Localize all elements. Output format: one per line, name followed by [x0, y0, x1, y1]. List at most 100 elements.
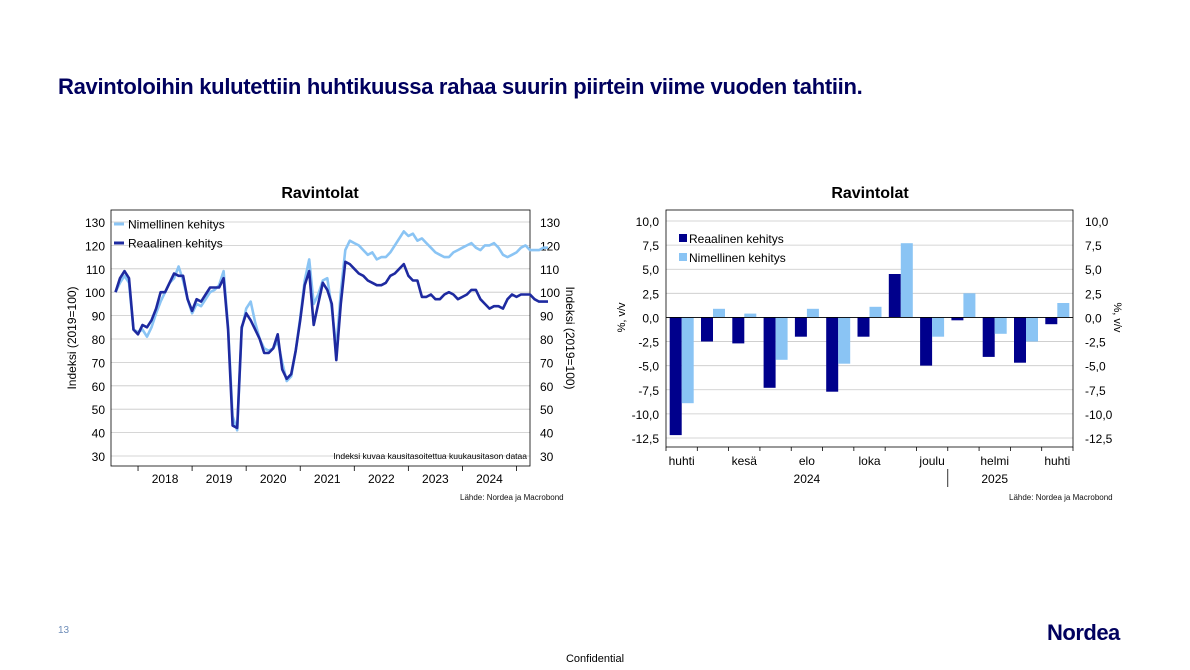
x-month-label: huhti [1044, 454, 1070, 468]
legend-label: Reaalinen kehitys [689, 232, 784, 246]
y-tick-label-left: 90 [92, 310, 106, 324]
nominal-bar [681, 317, 694, 404]
y-axis-title-left: Indeksi (2019=100) [65, 286, 79, 389]
y-tick-label-left: 130 [85, 216, 105, 230]
nominal-bar [869, 306, 882, 318]
page-headline: Ravintoloihin kulutettiin huhtikuussa ra… [58, 74, 863, 99]
y-tick-label-right: 2,5 [1085, 287, 1102, 301]
nordea-logo: Nordea [1047, 620, 1120, 645]
nominal-bar [806, 308, 819, 318]
real-bar [669, 317, 682, 436]
x-year-label: 2024 [476, 472, 503, 486]
y-tick-label-left: 2,5 [642, 287, 659, 301]
nominal-bar [838, 317, 851, 364]
real-bar [1014, 317, 1026, 363]
x-year-label: 2021 [314, 472, 341, 486]
real-bar [857, 317, 870, 337]
real-series-line [114, 260, 548, 430]
y-axis-title-right: Indeksi (2019=100) [563, 286, 577, 389]
y-axis-title-right: %, v/v [1111, 302, 1123, 332]
x-month-label: kesä [732, 454, 758, 468]
real-bar [1045, 317, 1058, 325]
real-bar [982, 317, 995, 357]
legend-label: Nimellinen kehitys [689, 251, 786, 265]
page-number: 13 [58, 625, 70, 636]
nominal-bar [744, 313, 757, 318]
y-tick-label-left: -5,0 [638, 360, 659, 374]
y-tick-label-right: 90 [540, 310, 554, 324]
real-bar [951, 317, 964, 321]
y-tick-label-left: 40 [92, 427, 106, 441]
y-tick-label-left: 70 [92, 356, 106, 370]
y-tick-label-left: 7,5 [642, 239, 659, 253]
y-tick-label-right: -5,0 [1085, 360, 1106, 374]
y-tick-label-left: 120 [85, 239, 105, 253]
y-tick-label-right: 5,0 [1085, 263, 1102, 277]
nominal-bar [775, 317, 788, 360]
real-bar [763, 317, 776, 388]
real-bar [732, 317, 745, 344]
x-year-label: 2024 [794, 472, 821, 486]
x-month-label: huhti [669, 454, 695, 468]
plot-frame [110, 209, 531, 467]
x-year-label: 2025 [981, 472, 1008, 486]
legend-label: Reaalinen kehitys [128, 237, 223, 251]
x-month-label: elo [799, 454, 815, 468]
x-month-label: helmi [980, 454, 1009, 468]
y-tick-label-right: 70 [540, 356, 554, 370]
y-tick-label-right: 60 [540, 380, 554, 394]
nominal-bar [713, 308, 725, 318]
nominal-bar [994, 317, 1007, 334]
y-tick-label-right: -12,5 [1085, 432, 1113, 446]
y-tick-label-right: 50 [540, 403, 554, 417]
x-month-label: joulu [918, 454, 944, 468]
y-tick-label-right: -7,5 [1085, 384, 1106, 398]
real-bar [888, 274, 901, 318]
confidential-label: Confidential [565, 653, 625, 665]
y-tick-label-left: 30 [92, 450, 106, 464]
left-chart-source: Lähde: Nordea ja Macrobond [460, 493, 564, 502]
y-tick-label-right: 7,5 [1085, 239, 1102, 253]
x-year-label: 2018 [152, 472, 179, 486]
nominal-bar [963, 293, 976, 318]
y-tick-label-right: 130 [540, 216, 560, 230]
right-chart-title: Ravintolat [831, 185, 909, 202]
y-tick-label-right: 10,0 [1085, 215, 1109, 229]
y-tick-label-left: 10,0 [636, 215, 660, 229]
chart-annotation: Indeksi kuvaa kausitasoitettua kuukausit… [333, 451, 527, 461]
plot-frame [665, 209, 1074, 448]
y-tick-label-left: -7,5 [638, 384, 659, 398]
right-chart-source: Lähde: Nordea ja Macrobond [1009, 493, 1113, 502]
nominal-bar [932, 317, 945, 337]
legend-swatch [679, 234, 687, 242]
y-tick-label-left: -2,5 [638, 336, 659, 350]
y-tick-label-left: 50 [92, 403, 106, 417]
y-tick-label-right: 30 [540, 450, 554, 464]
y-tick-label-left: 110 [86, 263, 105, 277]
real-bar [701, 317, 713, 342]
x-month-label: loka [858, 454, 880, 468]
y-tick-label-right: 100 [540, 286, 560, 300]
y-tick-label-right: 40 [540, 427, 554, 441]
y-axis-title-left: %, v/v [616, 302, 628, 332]
real-bar [826, 317, 839, 392]
real-bar [794, 317, 807, 337]
legend-swatch [679, 253, 687, 261]
legend-label: Nimellinen kehitys [128, 218, 225, 232]
y-tick-label-left: -10,0 [632, 408, 660, 422]
left-chart-title: Ravintolat [281, 185, 359, 202]
y-tick-label-right: 120 [540, 239, 560, 253]
nominal-bar [900, 243, 913, 318]
y-tick-label-right: 80 [540, 333, 554, 347]
y-tick-label-left: 80 [92, 333, 106, 347]
x-year-label: 2023 [422, 472, 449, 486]
y-tick-label-right: 110 [540, 263, 559, 277]
y-tick-label-right: 0,0 [1085, 311, 1102, 325]
y-tick-label-left: -12,5 [632, 432, 660, 446]
y-tick-label-right: -10,0 [1085, 408, 1113, 422]
y-tick-label-right: -2,5 [1085, 336, 1106, 350]
x-year-label: 2020 [260, 472, 287, 486]
x-year-label: 2019 [206, 472, 233, 486]
